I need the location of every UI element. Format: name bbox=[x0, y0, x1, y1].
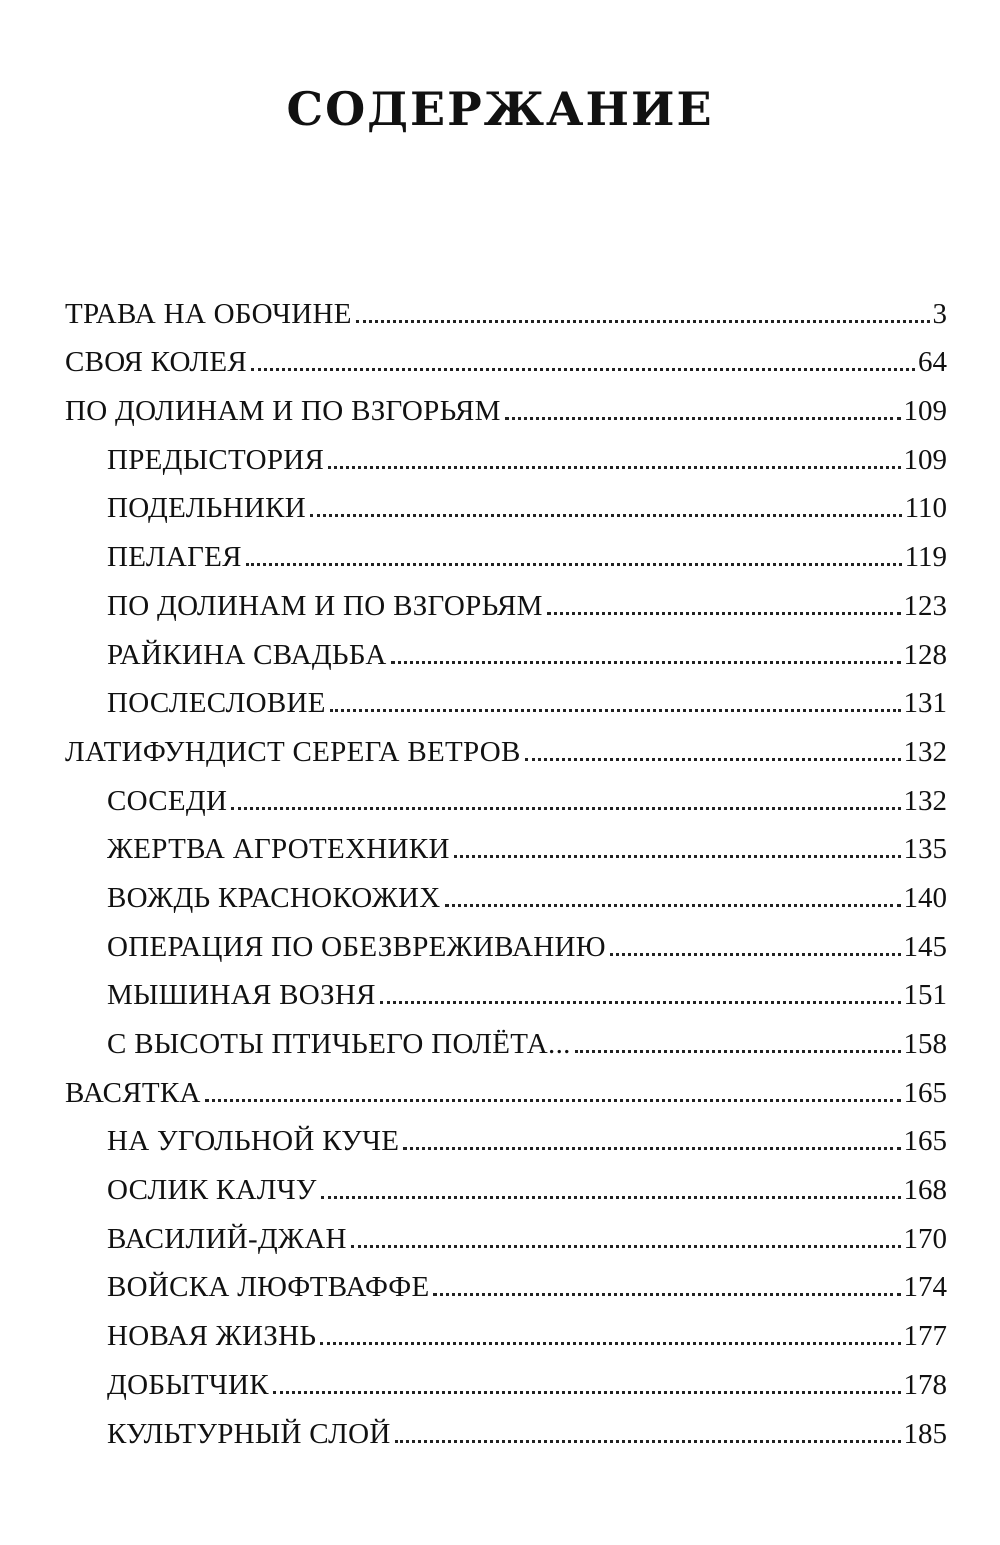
toc-page-number: 3 bbox=[932, 297, 948, 330]
toc-entry-title: СОСЕДИ bbox=[107, 784, 228, 817]
toc-page-number: 177 bbox=[903, 1320, 948, 1353]
dot-leader bbox=[546, 611, 901, 615]
toc-entry-title: НА УГОЛЬНОЙ КУЧЕ bbox=[107, 1125, 400, 1158]
dot-leader bbox=[453, 855, 901, 859]
toc-subentry: ЖЕРТВА АГРОТЕХНИКИ 135 bbox=[65, 818, 947, 867]
toc-subentry: ПОДЕЛЬНИКИ 110 bbox=[65, 477, 947, 526]
dot-leader bbox=[310, 514, 902, 518]
toc-subentry: РАЙКИНА СВАДЬБА 128 bbox=[65, 623, 947, 672]
toc-entry-title: ЛАТИФУНДИСТ СЕРЕГА ВЕТРОВ bbox=[65, 735, 521, 768]
dot-leader bbox=[245, 563, 902, 567]
toc-entry-title: НОВАЯ ЖИЗНЬ bbox=[107, 1320, 317, 1353]
toc-entry-title: КУЛЬТУРНЫЙ СЛОЙ bbox=[107, 1417, 391, 1450]
toc-subentry: С ВЫСОТЫ ПТИЧЬЕГО ПОЛЁТА... 158 bbox=[65, 1012, 947, 1061]
toc-subentry: ПРЕДЫСТОРИЯ 109 bbox=[65, 428, 947, 477]
toc-page-number: 168 bbox=[903, 1174, 948, 1207]
toc-entry: ВАСЯТКА 165 bbox=[65, 1061, 947, 1110]
toc-entry-title: ВАСЯТКА bbox=[65, 1076, 201, 1109]
toc-subentry: ОСЛИК КАЛЧУ 168 bbox=[65, 1158, 947, 1207]
toc-entry-title: ТРАВА НА ОБОЧИНЕ bbox=[65, 297, 352, 330]
toc-entry: ТРАВА НА ОБОЧИНЕ 3 bbox=[65, 282, 947, 331]
toc-entry-title: ВАСИЛИЙ-ДЖАН bbox=[107, 1222, 347, 1255]
toc-entry-title: СВОЯ КОЛЕЯ bbox=[65, 346, 247, 379]
dot-leader bbox=[574, 1050, 901, 1053]
toc-page-number: 132 bbox=[903, 735, 948, 768]
toc-page-number: 135 bbox=[903, 833, 948, 866]
dot-leader bbox=[329, 709, 901, 713]
dot-leader bbox=[355, 319, 930, 323]
toc-page-number: 140 bbox=[903, 881, 948, 914]
toc-entry-title: ДОБЫТЧИК bbox=[107, 1368, 269, 1401]
toc-page-number: 145 bbox=[903, 930, 948, 963]
toc-entry-title: ОСЛИК КАЛЧУ bbox=[107, 1174, 317, 1207]
dot-leader bbox=[320, 1196, 901, 1200]
dot-leader bbox=[204, 1098, 901, 1102]
toc-page-number: 109 bbox=[903, 395, 948, 428]
toc-page-number: 128 bbox=[903, 638, 948, 671]
toc-page-number: 110 bbox=[904, 492, 947, 525]
toc-page-number: 131 bbox=[903, 687, 948, 720]
toc-page-number: 64 bbox=[918, 346, 947, 379]
toc-entry-title: ВОЙСКА ЛЮФТВАФФЕ bbox=[107, 1271, 430, 1304]
toc-subentry: ПЕЛАГЕЯ 119 bbox=[65, 525, 947, 574]
toc-page-number: 109 bbox=[903, 443, 948, 476]
toc-subentry: НА УГОЛЬНОЙ КУЧЕ 165 bbox=[65, 1110, 947, 1159]
toc-page-number: 158 bbox=[903, 1028, 948, 1060]
toc-entry: ПО ДОЛИНАМ И ПО ВЗГОРЬЯМ 109 bbox=[65, 379, 947, 428]
toc-entry: СВОЯ КОЛЕЯ 64 bbox=[65, 331, 947, 380]
toc-page-number: 165 bbox=[903, 1125, 948, 1158]
toc-subentry: КУЛЬТУРНЫЙ СЛОЙ 185 bbox=[65, 1402, 947, 1451]
dot-leader bbox=[390, 660, 901, 664]
toc-subentry: ВОЖДЬ КРАСНОКОЖИХ 140 bbox=[65, 866, 947, 915]
toc-subentry: ПОСЛЕСЛОВИЕ 131 bbox=[65, 672, 947, 721]
toc-page-number: 165 bbox=[903, 1076, 948, 1109]
toc-entry-title: ПОСЛЕСЛОВИЕ bbox=[107, 687, 326, 720]
toc-page-number: 132 bbox=[903, 784, 948, 817]
dot-leader bbox=[328, 465, 901, 469]
dot-leader bbox=[379, 1001, 901, 1005]
toc-entry: ЛАТИФУНДИСТ СЕРЕГА ВЕТРОВ 132 bbox=[65, 720, 947, 769]
toc-entry-title: ЖЕРТВА АГРОТЕХНИКИ bbox=[107, 833, 450, 866]
toc-subentry: ВОЙСКА ЛЮФТВАФФЕ 174 bbox=[65, 1256, 947, 1305]
dot-leader bbox=[394, 1439, 901, 1443]
toc-entry-title: ПО ДОЛИНАМ И ПО ВЗГОРЬЯМ bbox=[107, 589, 543, 622]
toc-entry-title: РАЙКИНА СВАДЬБА bbox=[107, 638, 387, 671]
dot-leader bbox=[320, 1342, 901, 1346]
toc-page-number: 170 bbox=[903, 1222, 948, 1255]
dot-leader bbox=[231, 806, 901, 810]
table-of-contents: ТРАВА НА ОБОЧИНЕ 3 СВОЯ КОЛЕЯ 64 ПО ДОЛИНАМ … bbox=[65, 282, 947, 1451]
toc-entry-title: С ВЫСОТЫ ПТИЧЬЕГО ПОЛЁТА... bbox=[107, 1028, 571, 1060]
toc-subentry: МЫШИНАЯ ВОЗНЯ 151 bbox=[65, 964, 947, 1013]
toc-page-number: 151 bbox=[903, 979, 948, 1012]
dot-leader bbox=[609, 952, 901, 956]
toc-page-number: 119 bbox=[904, 541, 947, 574]
dot-leader bbox=[403, 1147, 901, 1151]
toc-entry-title: ПО ДОЛИНАМ И ПО ВЗГОРЬЯМ bbox=[65, 395, 501, 428]
dot-leader bbox=[250, 368, 915, 372]
dot-leader bbox=[504, 417, 901, 421]
toc-subentry: СОСЕДИ 132 bbox=[65, 769, 947, 818]
toc-subentry: ОПЕРАЦИЯ ПО ОБЕЗВРЕЖИВАНИЮ 145 bbox=[65, 915, 947, 964]
toc-subentry: ПО ДОЛИНАМ И ПО ВЗГОРЬЯМ 123 bbox=[65, 574, 947, 623]
toc-entry-title: ОПЕРАЦИЯ ПО ОБЕЗВРЕЖИВАНИЮ bbox=[107, 930, 606, 963]
toc-page-number: 185 bbox=[903, 1417, 948, 1450]
toc-entry-title: МЫШИНАЯ ВОЗНЯ bbox=[107, 979, 376, 1012]
toc-subentry: НОВАЯ ЖИЗНЬ 177 bbox=[65, 1304, 947, 1353]
toc-page-number: 174 bbox=[903, 1271, 948, 1304]
dot-leader bbox=[433, 1293, 901, 1297]
dot-leader bbox=[272, 1390, 901, 1394]
toc-subentry: ДОБЫТЧИК 178 bbox=[65, 1353, 947, 1402]
toc-entry-title: ПРЕДЫСТОРИЯ bbox=[107, 443, 325, 476]
toc-subentry: ВАСИЛИЙ-ДЖАН 170 bbox=[65, 1207, 947, 1256]
page-title: СОДЕРЖАНИЕ bbox=[286, 82, 714, 136]
toc-entry-title: ВОЖДЬ КРАСНОКОЖИХ bbox=[107, 881, 441, 914]
toc-page-number: 178 bbox=[903, 1368, 948, 1401]
toc-page-number: 123 bbox=[903, 589, 948, 622]
dot-leader bbox=[524, 757, 901, 761]
toc-entry-title: ПОДЕЛЬНИКИ bbox=[107, 492, 307, 525]
dot-leader bbox=[350, 1244, 901, 1248]
dot-leader bbox=[444, 903, 901, 907]
toc-entry-title: ПЕЛАГЕЯ bbox=[107, 541, 242, 574]
